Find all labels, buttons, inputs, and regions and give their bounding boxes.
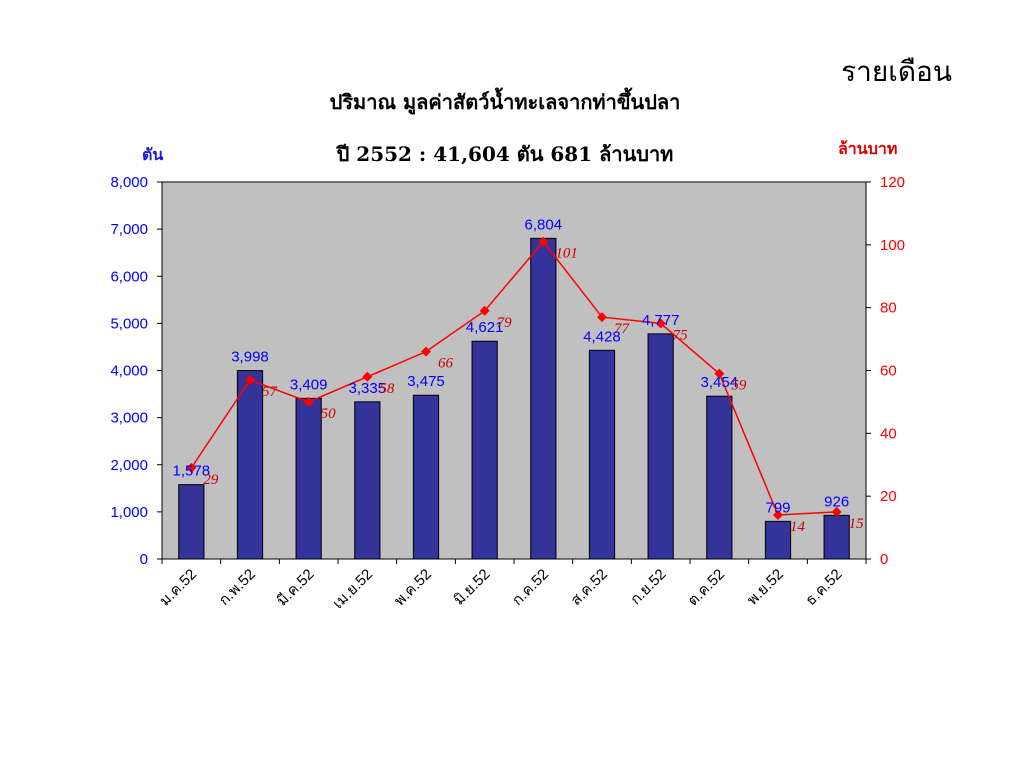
bar bbox=[588, 349, 616, 560]
line-value-label: 66 bbox=[438, 356, 454, 372]
bar-value-label: 3,454 bbox=[701, 374, 739, 391]
line-point bbox=[831, 506, 842, 517]
left-axis-tick-label: 8,000 bbox=[110, 174, 148, 191]
category-label: มี.ค.52 bbox=[274, 566, 318, 610]
line-point bbox=[714, 368, 725, 379]
line-value-label: 50 bbox=[321, 406, 337, 422]
category-label: ก.ย.52 bbox=[627, 566, 669, 608]
line-value-label: 57 bbox=[262, 384, 279, 400]
category-label: ม.ค.52 bbox=[156, 566, 200, 610]
line-value-label: 14 bbox=[790, 519, 806, 535]
category-label: พ.ค.52 bbox=[391, 566, 435, 610]
left-axis-tick-label: 0 bbox=[140, 551, 148, 568]
line-point bbox=[597, 312, 607, 323]
corner-label: รายเดือน bbox=[841, 55, 952, 88]
bar bbox=[706, 395, 733, 560]
chart-title: ปริมาณ มูลค่าสัตว์น้ำทะเลจากท่าขึ้นปลา bbox=[329, 90, 681, 114]
bar-value-label: 799 bbox=[765, 499, 790, 516]
category-label: ก.ค.52 bbox=[509, 566, 552, 609]
left-axis-tick-label: 6,000 bbox=[110, 268, 148, 285]
right-axis-tick-label: 40 bbox=[880, 425, 897, 442]
bar-value-label: 4,428 bbox=[583, 328, 621, 345]
left-axis-tick-label: 4,000 bbox=[110, 363, 148, 380]
bar-value-label: 3,335 bbox=[349, 380, 387, 397]
category-label: ธ.ค.52 bbox=[802, 566, 845, 609]
line-point bbox=[245, 374, 255, 385]
category-label: ส.ค.52 bbox=[568, 566, 611, 609]
line-point bbox=[421, 346, 431, 357]
bar bbox=[295, 397, 322, 560]
right-axis-tick-label: 120 bbox=[880, 174, 905, 191]
category-label: ต.ค.52 bbox=[684, 566, 728, 610]
line-value-label: 59 bbox=[731, 378, 747, 394]
line-point bbox=[655, 318, 666, 329]
bar-value-label: 926 bbox=[824, 493, 849, 510]
category-label: เม.ย.52 bbox=[330, 566, 377, 613]
line-point bbox=[538, 236, 549, 247]
line-value-label: 77 bbox=[614, 321, 631, 337]
left-axis-tick-label: 2,000 bbox=[110, 457, 148, 474]
category-label: พ.ย.52 bbox=[744, 566, 787, 609]
line-point bbox=[773, 510, 783, 521]
line-point bbox=[479, 305, 490, 316]
right-axis-tick-label: 20 bbox=[880, 488, 897, 505]
line-value-label: 101 bbox=[555, 246, 578, 262]
plot-area bbox=[161, 181, 867, 560]
left-axis-tick-label: 7,000 bbox=[110, 221, 148, 238]
chart-subtitle: ปี 2552 : 41,604 ตัน 681 ล้านบาท bbox=[336, 142, 674, 166]
bar-value-label: 4,777 bbox=[642, 312, 680, 329]
right-axis-unit: ล้านบาท bbox=[838, 139, 898, 158]
right-axis-tick-label: 0 bbox=[880, 551, 888, 568]
left-axis-tick-label: 1,000 bbox=[110, 504, 148, 521]
bar bbox=[823, 514, 850, 560]
right-axis-tick-label: 80 bbox=[880, 300, 897, 317]
bar bbox=[647, 333, 674, 560]
bar-value-label: 3,475 bbox=[407, 373, 445, 390]
bar bbox=[354, 401, 381, 560]
right-axis-tick-label: 100 bbox=[880, 237, 905, 254]
bar bbox=[764, 520, 792, 560]
bar bbox=[236, 370, 264, 560]
line-value-label: 79 bbox=[497, 315, 512, 331]
line-value-label: 75 bbox=[673, 327, 689, 343]
right-axis-tick-label: 60 bbox=[880, 363, 897, 380]
bar bbox=[530, 237, 557, 560]
left-axis-tick-label: 5,000 bbox=[110, 315, 148, 332]
bar-value-label: 3,998 bbox=[231, 349, 269, 366]
bar-value-label: 6,804 bbox=[525, 216, 563, 233]
left-axis-tick-label: 3,000 bbox=[110, 410, 148, 427]
line-point bbox=[362, 371, 373, 382]
category-label: มิ.ย.52 bbox=[451, 566, 494, 609]
bar bbox=[178, 484, 205, 560]
bar bbox=[412, 394, 440, 560]
left-axis-unit: ตัน bbox=[142, 145, 164, 164]
line-value-label: 58 bbox=[379, 381, 395, 397]
bar-value-label: 3,409 bbox=[290, 376, 328, 393]
line-value-label: 15 bbox=[849, 516, 865, 532]
bar-value-label: 4,621 bbox=[466, 319, 504, 336]
bar-value-label: 1,578 bbox=[173, 463, 211, 480]
bar bbox=[471, 340, 498, 560]
line-value-label: 29 bbox=[203, 472, 219, 488]
line-point bbox=[186, 462, 197, 473]
category-label: ก.พ.52 bbox=[216, 566, 259, 609]
line-point bbox=[303, 396, 314, 407]
value-line bbox=[190, 240, 837, 516]
